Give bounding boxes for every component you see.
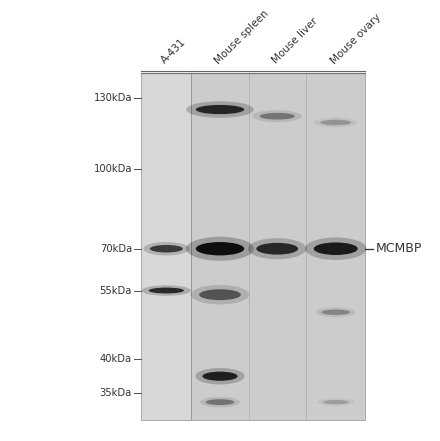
Ellipse shape xyxy=(320,120,351,125)
Text: MCMBP: MCMBP xyxy=(376,242,422,255)
Text: A-431: A-431 xyxy=(159,37,188,66)
Text: Mouse liver: Mouse liver xyxy=(270,16,319,66)
Ellipse shape xyxy=(317,398,354,406)
Ellipse shape xyxy=(314,243,358,255)
Text: 70kDa: 70kDa xyxy=(100,244,132,254)
Text: 100kDa: 100kDa xyxy=(93,164,132,174)
Text: 130kDa: 130kDa xyxy=(93,93,132,103)
Ellipse shape xyxy=(186,101,254,118)
Ellipse shape xyxy=(196,105,244,114)
Ellipse shape xyxy=(260,113,295,120)
Ellipse shape xyxy=(256,243,298,254)
Ellipse shape xyxy=(253,110,302,122)
Ellipse shape xyxy=(150,245,183,253)
Ellipse shape xyxy=(316,307,356,317)
Ellipse shape xyxy=(186,237,254,261)
Bar xyxy=(191,73,365,420)
Ellipse shape xyxy=(191,285,249,304)
Text: Mouse ovary: Mouse ovary xyxy=(329,11,383,66)
Ellipse shape xyxy=(195,368,245,385)
Bar xyxy=(141,73,191,420)
Text: Mouse spleen: Mouse spleen xyxy=(213,8,271,66)
Ellipse shape xyxy=(323,400,349,404)
Text: 55kDa: 55kDa xyxy=(99,285,132,295)
Ellipse shape xyxy=(196,242,244,255)
Ellipse shape xyxy=(149,288,184,293)
Text: 40kDa: 40kDa xyxy=(100,355,132,365)
Ellipse shape xyxy=(200,397,240,407)
Ellipse shape xyxy=(143,242,189,255)
Ellipse shape xyxy=(321,310,350,315)
Ellipse shape xyxy=(202,372,238,381)
Ellipse shape xyxy=(314,118,357,127)
Ellipse shape xyxy=(205,399,234,405)
Ellipse shape xyxy=(305,237,367,260)
Ellipse shape xyxy=(199,289,241,300)
Ellipse shape xyxy=(142,285,191,296)
Text: 35kDa: 35kDa xyxy=(100,388,132,398)
Ellipse shape xyxy=(248,238,306,259)
